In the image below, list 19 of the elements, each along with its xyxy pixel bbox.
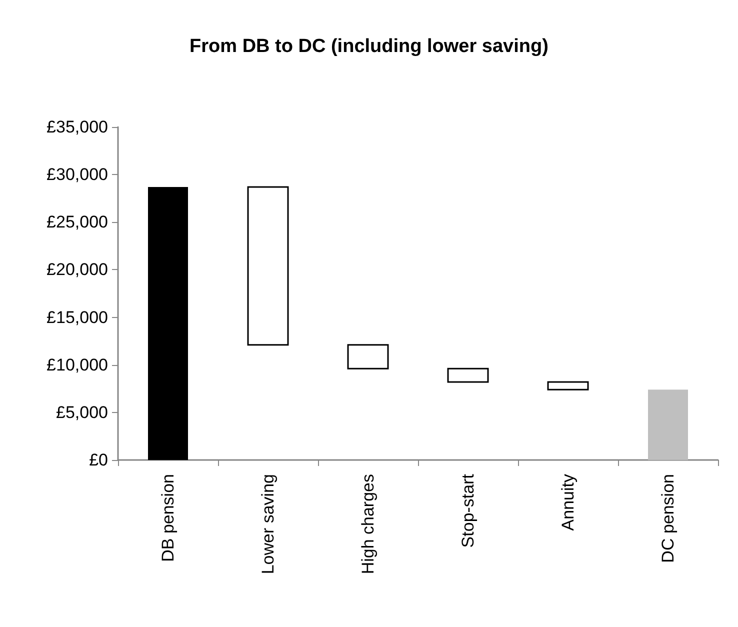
x-tick-label: Stop-start (458, 474, 478, 548)
bar (347, 344, 389, 370)
x-tick-label: Lower saving (258, 474, 278, 574)
x-tick-label: DC pension (658, 474, 678, 563)
chart-title: From DB to DC (including lower saving) (190, 36, 548, 57)
x-tick-label: High charges (358, 474, 378, 574)
y-tick-label: £10,000 (46, 355, 108, 374)
x-tick-label: DB pension (158, 474, 178, 562)
y-tick-label: £30,000 (46, 165, 108, 184)
x-tick-label: Annuity (558, 474, 578, 531)
y-tick-label: £5,000 (56, 402, 108, 422)
bar (247, 186, 289, 346)
y-tick-label: £20,000 (46, 260, 108, 280)
y-tick-label: £0 (89, 450, 108, 470)
bar (447, 368, 489, 383)
y-tick-label: £25,000 (46, 212, 108, 232)
bar (547, 381, 589, 390)
y-tick-label: £15,000 (46, 308, 108, 327)
y-tick-label: £35,000 (46, 118, 108, 136)
